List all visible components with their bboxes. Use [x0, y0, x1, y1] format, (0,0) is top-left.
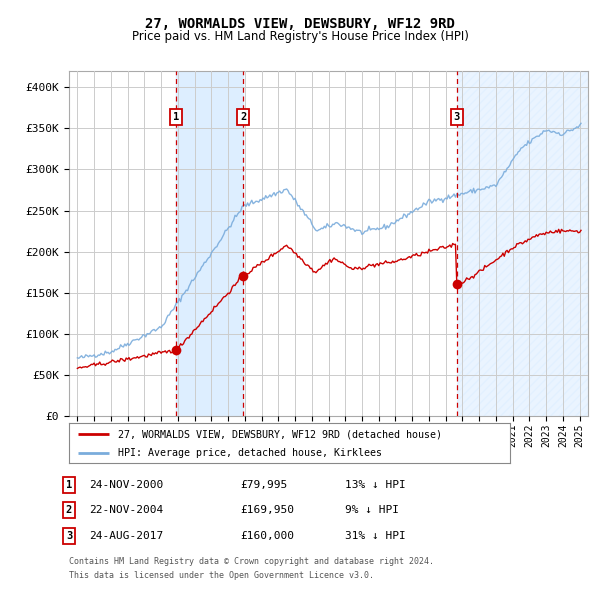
Text: 2: 2: [240, 113, 246, 122]
Text: HPI: Average price, detached house, Kirklees: HPI: Average price, detached house, Kirk…: [118, 448, 382, 458]
Text: 27, WORMALDS VIEW, DEWSBURY, WF12 9RD (detached house): 27, WORMALDS VIEW, DEWSBURY, WF12 9RD (d…: [118, 430, 442, 440]
Text: £79,995: £79,995: [240, 480, 287, 490]
Text: 1: 1: [173, 113, 179, 122]
Text: 3: 3: [66, 531, 72, 540]
Text: This data is licensed under the Open Government Licence v3.0.: This data is licensed under the Open Gov…: [69, 571, 374, 580]
Bar: [176, 71, 243, 416]
Text: 1: 1: [66, 480, 72, 490]
Text: 27, WORMALDS VIEW, DEWSBURY, WF12 9RD: 27, WORMALDS VIEW, DEWSBURY, WF12 9RD: [145, 17, 455, 31]
Text: Contains HM Land Registry data © Crown copyright and database right 2024.: Contains HM Land Registry data © Crown c…: [69, 557, 434, 566]
Text: 31% ↓ HPI: 31% ↓ HPI: [345, 531, 406, 540]
Text: £169,950: £169,950: [240, 506, 294, 515]
Text: 13% ↓ HPI: 13% ↓ HPI: [345, 480, 406, 490]
Text: 3: 3: [454, 113, 460, 122]
Text: 24-AUG-2017: 24-AUG-2017: [89, 531, 163, 540]
Text: 22-NOV-2004: 22-NOV-2004: [89, 506, 163, 515]
Text: £160,000: £160,000: [240, 531, 294, 540]
Text: Price paid vs. HM Land Registry's House Price Index (HPI): Price paid vs. HM Land Registry's House …: [131, 30, 469, 43]
Text: 9% ↓ HPI: 9% ↓ HPI: [345, 506, 399, 515]
Text: 24-NOV-2000: 24-NOV-2000: [89, 480, 163, 490]
Text: 2: 2: [66, 506, 72, 515]
Bar: [457, 71, 588, 416]
